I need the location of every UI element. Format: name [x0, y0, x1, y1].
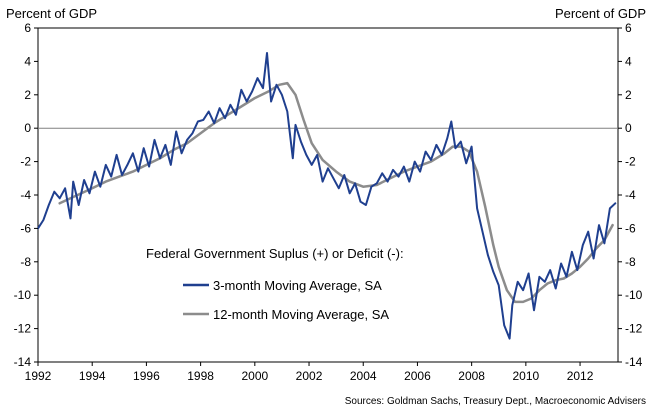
series-line-series-3m [37, 52, 617, 340]
y-tick-label-right: -4 [625, 188, 636, 202]
x-tick-label: 1996 [133, 369, 160, 383]
y-tick-label-left: 2 [24, 88, 31, 102]
y-tick-label-left: -12 [14, 322, 32, 336]
series-layer [37, 52, 617, 340]
y-tick-label-left: -2 [20, 155, 31, 169]
y-axis-left: 6 4 2 0 -2 -4 -6 -8 -10 -12 -14 [14, 21, 38, 369]
y-tick-label-left: -14 [14, 355, 32, 369]
y-tick-label-left: 4 [24, 54, 31, 68]
y-tick-label-right: -2 [625, 155, 636, 169]
y-tick-label-left: 6 [24, 21, 31, 35]
y-tick-label-right: 2 [625, 88, 632, 102]
x-tick-label: 1998 [187, 369, 214, 383]
x-tick-label: 2004 [350, 369, 377, 383]
y-tick-label-right: -8 [625, 255, 636, 269]
y-tick-label-left: -10 [14, 288, 32, 302]
y-axis-left-unit: Percent of GDP [6, 6, 97, 21]
x-tick-label: 2000 [241, 369, 268, 383]
y-tick-label-left: 0 [24, 121, 31, 135]
x-axis: 1992 1994 1996 1998 2000 2002 2004 2006 2008 2010… [25, 362, 594, 383]
legend-label-12-month: 12-month Moving Average, SA [213, 307, 389, 322]
y-axis-right-unit: Percent of GDP [555, 6, 646, 21]
y-tick-label-left: -6 [20, 221, 31, 235]
x-tick-label: 2012 [567, 369, 594, 383]
legend-title: Federal Government Suplus (+) or Deficit… [146, 246, 404, 261]
x-tick-label: 2002 [296, 369, 323, 383]
y-tick-label-right: -6 [625, 221, 636, 235]
x-tick-label: 2006 [404, 369, 431, 383]
y-axis-right: 6 4 2 0 -2 -4 -6 -8 -10 -12 -14 [618, 21, 643, 369]
legend: Federal Government Suplus (+) or Deficit… [146, 246, 404, 322]
y-tick-label-right: 6 [625, 21, 632, 35]
y-tick-label-left: -8 [20, 255, 31, 269]
x-tick-label: 1994 [79, 369, 106, 383]
y-tick-label-right: -10 [625, 288, 643, 302]
y-tick-label-left: -4 [20, 188, 31, 202]
y-tick-label-right: 0 [625, 121, 632, 135]
x-tick-label: 1992 [25, 369, 52, 383]
series-line-series-12m [58, 81, 614, 304]
source-note: Sources: Goldman Sachs, Treasury Dept., … [345, 396, 646, 407]
legend-label-3-month: 3-month Moving Average, SA [213, 278, 382, 293]
y-tick-label-right: 4 [625, 54, 632, 68]
y-tick-label-right: -14 [625, 355, 643, 369]
x-tick-label: 2008 [458, 369, 485, 383]
y-tick-label-right: -12 [625, 322, 643, 336]
x-tick-label: 2010 [512, 369, 539, 383]
